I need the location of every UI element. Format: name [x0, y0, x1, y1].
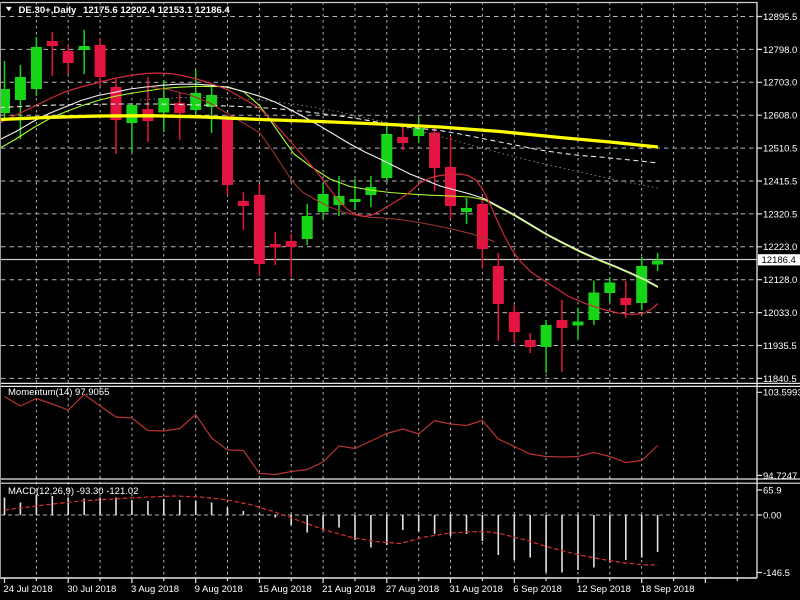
svg-text:11840.5: 11840.5: [763, 374, 797, 385]
svg-text:MACD(12,26,9) -93.30 -121.02: MACD(12,26,9) -93.30 -121.02: [8, 486, 138, 497]
svg-text:94.7247: 94.7247: [763, 471, 797, 482]
svg-text:103.5993: 103.5993: [763, 388, 800, 399]
svg-text:15 Aug 2018: 15 Aug 2018: [258, 584, 311, 595]
svg-text:6 Sep 2018: 6 Sep 2018: [513, 584, 562, 595]
svg-text:12033.0: 12033.0: [763, 308, 797, 319]
svg-text:12895.5: 12895.5: [763, 12, 797, 23]
svg-text:27 Aug 2018: 27 Aug 2018: [386, 584, 439, 595]
svg-text:30 Jul 2018: 30 Jul 2018: [67, 584, 116, 595]
svg-text:21 Aug 2018: 21 Aug 2018: [322, 584, 375, 595]
svg-text:65.9: 65.9: [763, 485, 782, 496]
svg-text:3 Aug 2018: 3 Aug 2018: [131, 584, 179, 595]
svg-text:12128.0: 12128.0: [763, 275, 797, 286]
svg-text:12608.0: 12608.0: [763, 111, 797, 122]
svg-text:0.00: 0.00: [763, 510, 782, 521]
svg-text:12510.5: 12510.5: [763, 144, 797, 155]
svg-text:18 Sep 2018: 18 Sep 2018: [641, 584, 695, 595]
svg-text:11935.5: 11935.5: [763, 341, 797, 352]
svg-text:9 Aug 2018: 9 Aug 2018: [195, 584, 243, 595]
svg-text:DE.30+,Daily: DE.30+,Daily: [19, 5, 78, 16]
svg-text:31 Aug 2018: 31 Aug 2018: [450, 584, 503, 595]
svg-text:Momentum(14) 97.9055: Momentum(14) 97.9055: [8, 387, 109, 398]
svg-text:12 Sep 2018: 12 Sep 2018: [577, 584, 631, 595]
svg-text:12320.5: 12320.5: [763, 209, 797, 220]
svg-text:12798.0: 12798.0: [763, 45, 797, 56]
svg-text:12175.6 12202.4 12153.1 12186.: 12175.6 12202.4 12153.1 12186.4: [83, 5, 230, 16]
svg-text:-146.5: -146.5: [763, 568, 790, 579]
svg-text:24 Jul 2018: 24 Jul 2018: [4, 584, 53, 595]
svg-text:12186.4: 12186.4: [762, 255, 796, 266]
svg-text:12703.0: 12703.0: [763, 78, 797, 89]
svg-text:12223.0: 12223.0: [763, 242, 797, 253]
svg-text:12415.5: 12415.5: [763, 176, 797, 187]
